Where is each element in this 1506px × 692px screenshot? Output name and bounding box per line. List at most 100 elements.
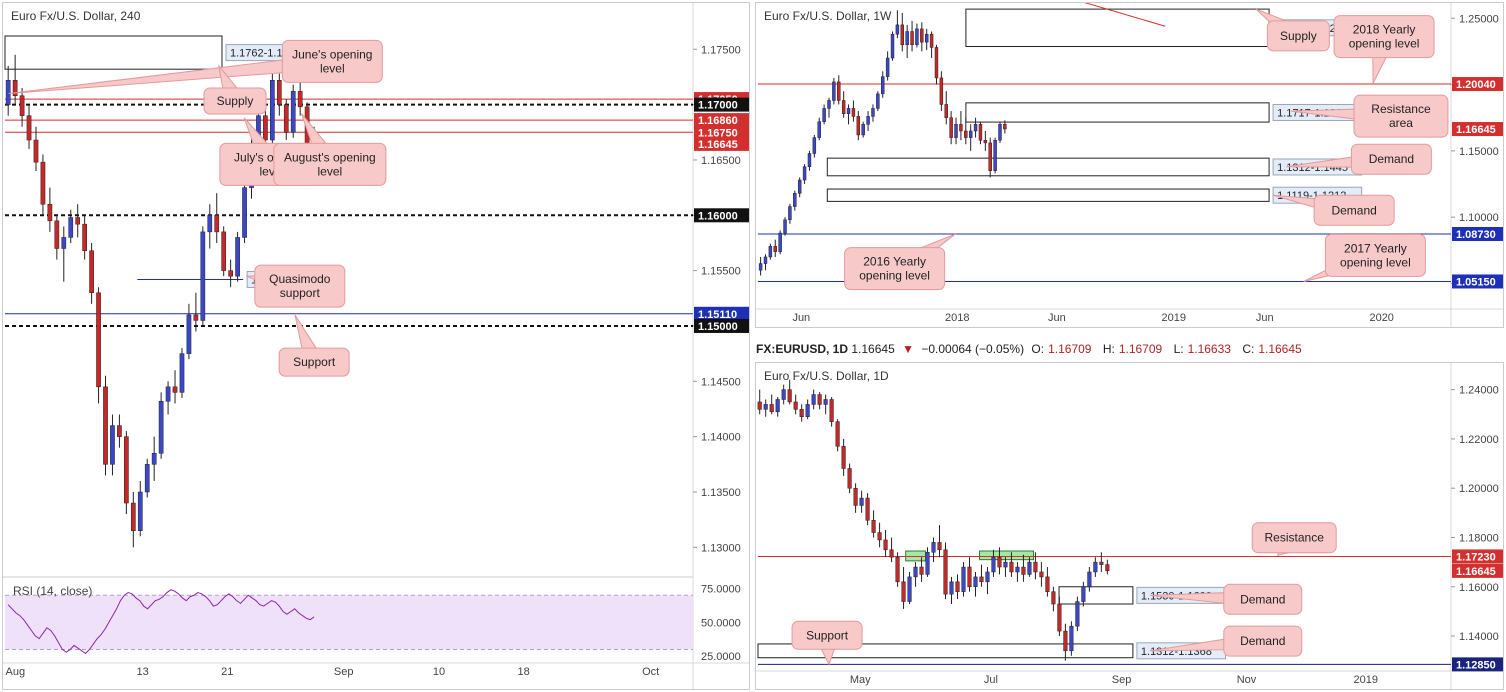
- rsi-y-tick-label: 75.0000: [701, 583, 741, 595]
- daily-x-tick-label: May: [850, 674, 871, 686]
- h4-chart-panel[interactable]: 1.17500 1.17000 1.16500 1.16000 1.15500 1.150…: [2, 2, 750, 690]
- h4-candle-body: [26, 115, 32, 141]
- close-label: C:: [1242, 342, 1255, 356]
- h4-y-tick-label: 1.15500: [701, 266, 741, 278]
- h4-candle-body: [242, 187, 247, 238]
- weekly-zone-rect: [826, 188, 1270, 202]
- h4-level-label: 1.16860: [698, 115, 738, 127]
- h4-x-tick-label: Aug: [6, 666, 26, 678]
- weekly-candle-body: [944, 104, 948, 118]
- daily-candle-body: [1003, 561, 1008, 568]
- h4-candle-body: [19, 95, 25, 116]
- weekly-level-badge: [1452, 77, 1503, 92]
- weekly-callout-text: 2018 Yearly: [1353, 23, 1416, 37]
- h4-y-tick-label: 1.14500: [701, 376, 741, 388]
- h4-level-label: 1.16750: [698, 127, 738, 139]
- daily-candle-body: [1045, 576, 1050, 592]
- daily-candle-body: [979, 576, 984, 583]
- weekly-chart-title: Euro Fx/U.S. Dollar, 1W: [764, 9, 892, 23]
- daily-chart-svg[interactable]: 1.24000 1.22000 1.20000 1.18000 1.16000 1.140…: [756, 363, 1504, 690]
- weekly-y-tick-label: 1.15000: [1459, 146, 1499, 158]
- symbol-label: FX:EURUSD, 1D: [756, 342, 849, 356]
- h4-x-tick-label: 13: [136, 666, 148, 678]
- daily-candle-body: [943, 549, 948, 595]
- h4-y-tick-label: 1.13000: [701, 542, 741, 554]
- weekly-candle-body: [881, 76, 885, 95]
- weekly-candle-body: [939, 77, 944, 105]
- daily-y-tick-label: 1.24000: [1459, 385, 1499, 397]
- weekly-callout-text: 2017 Yearly: [1344, 241, 1407, 255]
- h4-candle-body: [40, 161, 46, 205]
- h4-chart-svg[interactable]: 1.17500 1.17000 1.16500 1.16000 1.15500 1.150…: [3, 3, 750, 690]
- h4-candle-body: [193, 314, 199, 321]
- daily-candle-body: [763, 404, 768, 410]
- h4-callout-text: Quasimodo: [269, 272, 331, 286]
- h4-callout-box: [203, 87, 267, 115]
- daily-callout-box: [1223, 583, 1303, 615]
- h4-callout-box: [254, 264, 346, 308]
- weekly-x-tick-label: Jun: [1048, 312, 1066, 324]
- weekly-candle-body: [988, 142, 992, 171]
- h4-level-badge: [694, 125, 749, 140]
- daily-candle-body: [949, 581, 954, 595]
- h4-callout-text: Support: [293, 355, 336, 369]
- weekly-level-label: 1.08730: [1456, 229, 1496, 241]
- daily-chart-title: Euro Fx/U.S. Dollar, 1D: [764, 369, 889, 383]
- weekly-callout-text: opening level: [1340, 255, 1411, 269]
- h4-candle-body: [263, 115, 268, 141]
- h4-candle-body: [33, 139, 39, 163]
- rsi-band-fill: [5, 595, 693, 650]
- daily-y-tick-label: 1.22000: [1459, 434, 1499, 446]
- h4-x-tick-label: 10: [433, 666, 445, 678]
- h4-callout-text: support: [280, 286, 321, 300]
- weekly-level-badge: [1452, 274, 1503, 289]
- h4-candle-body: [68, 217, 74, 238]
- daily-x-tick-label: Nov: [1237, 674, 1257, 686]
- weekly-callout-text: Resistance: [1371, 102, 1431, 116]
- weekly-candle-body: [817, 121, 821, 138]
- weekly-candle-body: [822, 108, 826, 122]
- h4-y-tick-label: 1.14000: [701, 432, 741, 444]
- weekly-callout-text: Demand: [1369, 152, 1414, 166]
- weekly-candle-body: [895, 24, 900, 35]
- weekly-candle-body: [998, 124, 1002, 141]
- h4-callout-box: [278, 347, 350, 377]
- h4-candle-body: [124, 436, 129, 504]
- weekly-candle-body: [807, 153, 812, 168]
- last-price: 1.16645: [851, 342, 895, 356]
- daily-zone-rect: [1058, 586, 1134, 605]
- daily-current-price-badge: [1452, 563, 1503, 578]
- weekly-callout-box: [844, 247, 946, 291]
- weekly-x-tick-label: 2019: [1162, 312, 1186, 324]
- weekly-candle-body: [910, 31, 914, 46]
- daily-chart-panel[interactable]: 1.24000 1.22000 1.20000 1.18000 1.16000 1.140…: [755, 362, 1504, 690]
- weekly-candle-body: [788, 206, 792, 221]
- weekly-candle-body: [890, 33, 895, 59]
- weekly-callout-text: Supply: [1280, 29, 1317, 43]
- h4-candle-body: [82, 223, 87, 251]
- weekly-candle-body: [885, 57, 890, 77]
- daily-candle-body: [811, 394, 816, 405]
- weekly-x-tick-label: 2020: [1369, 312, 1393, 324]
- weekly-candle-body: [934, 47, 939, 79]
- daily-x-tick-label: 2019: [1354, 674, 1378, 686]
- daily-candle-body: [961, 566, 966, 592]
- weekly-chart-svg[interactable]: 1.250001.200001.150001.100001.05000Jun20…: [756, 3, 1504, 328]
- daily-callout-box: [1251, 522, 1337, 554]
- daily-candle-body: [823, 399, 828, 405]
- high-label: H:: [1102, 342, 1115, 356]
- weekly-zone-rect: [965, 102, 1270, 123]
- daily-candle-body: [859, 497, 864, 506]
- weekly-candle-body: [763, 256, 768, 264]
- daily-x-tick-label: Sep: [1112, 674, 1132, 686]
- h4-candle-body: [207, 215, 213, 233]
- h4-chart-title: Euro Fx/U.S. Dollar, 240: [11, 9, 141, 23]
- daily-zone-rect: [757, 643, 1134, 659]
- weekly-chart-panel[interactable]: 1.250001.200001.150001.100001.05000Jun20…: [755, 2, 1504, 328]
- weekly-x-tick-label: Jun: [792, 312, 810, 324]
- h4-x-tick-label: Oct: [642, 666, 659, 678]
- daily-candle-body: [931, 542, 936, 553]
- price-change: −0.00064 (−0.05%): [921, 342, 1025, 356]
- weekly-callout-box: [1324, 233, 1426, 277]
- rsi-label: RSI (14, close): [13, 584, 92, 598]
